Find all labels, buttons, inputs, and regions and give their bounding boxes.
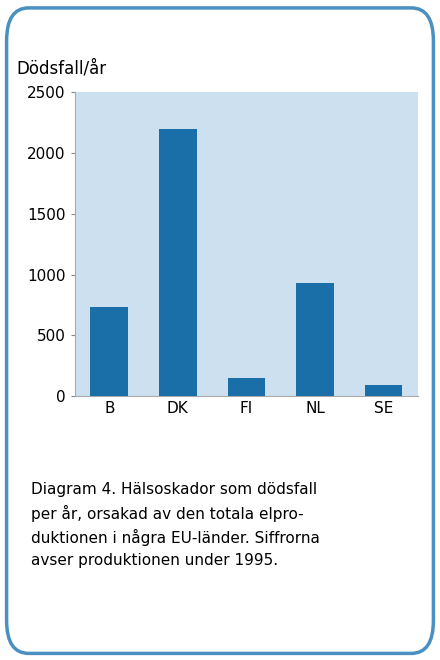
Bar (90, 308, 128, 396)
Bar (296, 283, 334, 396)
Bar (159, 129, 197, 396)
Bar (227, 378, 265, 396)
Text: Diagram 4. Hälsoskador som dödsfall
per år, orsakad av den totala elpro-
duktion: Diagram 4. Hälsoskador som dödsfall per … (31, 482, 320, 568)
Text: Dödsfall/år: Dödsfall/år (16, 59, 106, 77)
Bar (365, 385, 403, 396)
